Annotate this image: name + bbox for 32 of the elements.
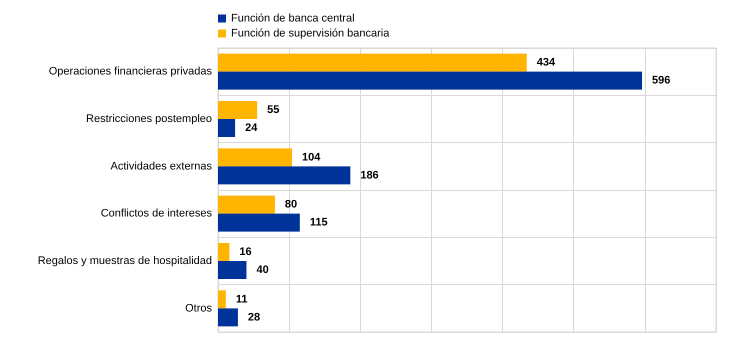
y-tick-label: Restricciones postempleo [86, 113, 212, 125]
bar [218, 243, 230, 261]
data-label: 28 [248, 311, 260, 324]
y-tick-label: Conflictos de intereses [100, 208, 212, 220]
data-label: 115 [310, 216, 328, 229]
bar [218, 101, 258, 119]
bar [218, 166, 350, 184]
y-tick-label: Regalos y muestras de hospitalidad [38, 255, 212, 267]
bar [218, 119, 236, 137]
legend-label: Función de supervisión bancaria [231, 28, 390, 40]
bar [218, 148, 292, 166]
y-tick-label: Actividades externas [110, 160, 212, 172]
bar [218, 54, 527, 72]
bar [218, 72, 642, 90]
bar [218, 290, 226, 308]
data-label: 186 [360, 169, 379, 182]
data-label: 434 [536, 56, 556, 69]
data-label: 40 [256, 264, 269, 276]
bar [218, 308, 238, 326]
data-label: 80 [284, 198, 298, 211]
legend-label: Función de banca central [231, 12, 355, 24]
data-label: 596 [652, 74, 670, 87]
data-label: 55 [267, 104, 280, 116]
data-label: 24 [245, 122, 258, 134]
bar [218, 261, 246, 279]
bar [218, 214, 300, 232]
y-tick-label: Operaciones financieras privadas [48, 66, 212, 78]
y-tick-label: Otros [185, 302, 212, 314]
bar [218, 196, 275, 214]
data-label: 16 [239, 246, 252, 258]
data-label: 104 [302, 151, 322, 164]
data-label: 11 [236, 293, 248, 306]
